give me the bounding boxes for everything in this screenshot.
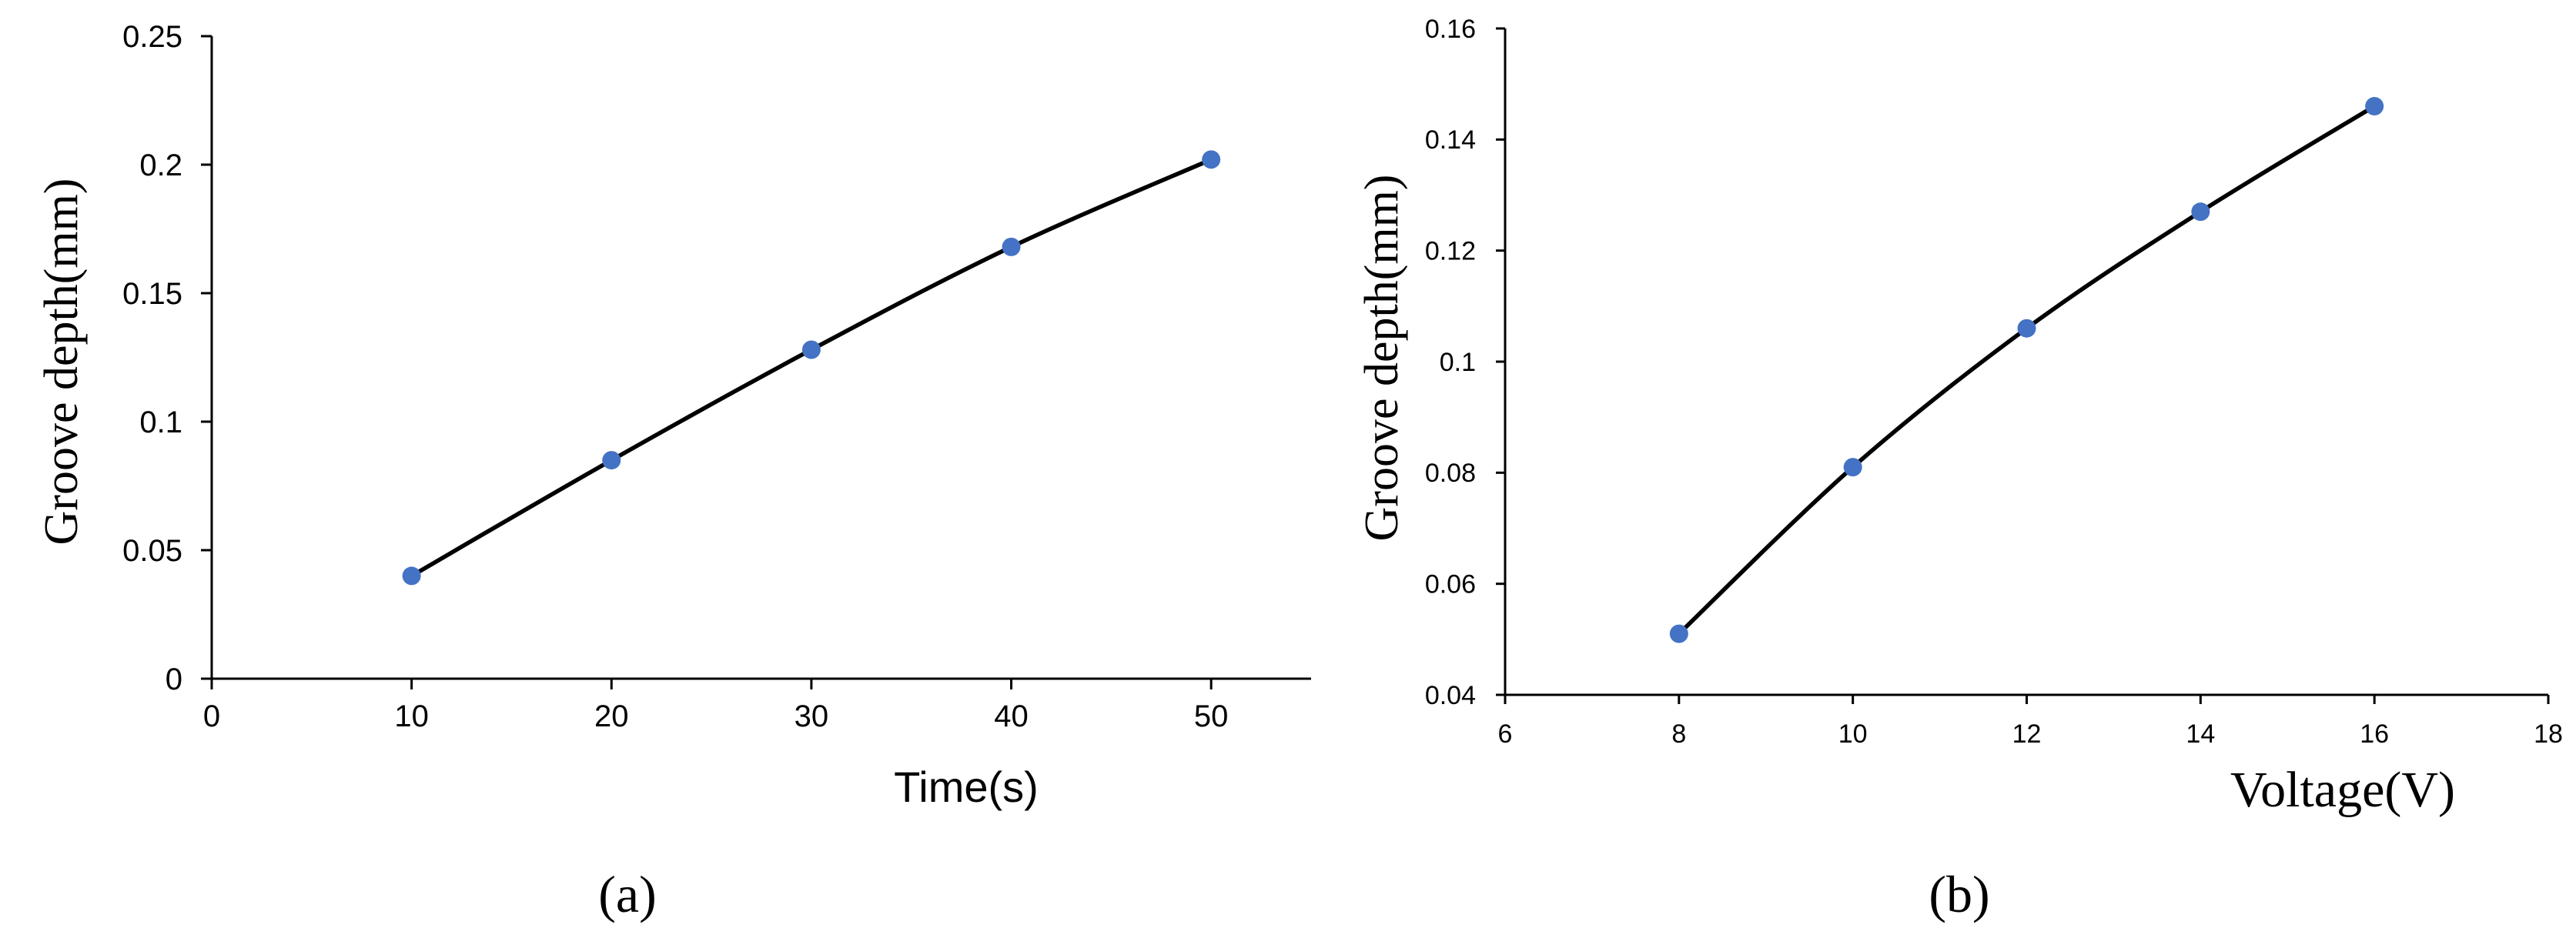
x-tick-label: 14 <box>2186 719 2215 749</box>
x-tick-label: 12 <box>2012 719 2042 749</box>
axes-time <box>210 36 1311 680</box>
y-tick-label: 0.2 <box>139 149 182 182</box>
y-tick-label: 0.06 <box>1425 570 1476 599</box>
y-tick-label: 0.04 <box>1425 681 1476 710</box>
x-tick-label: 0 <box>203 699 220 733</box>
y-ticks-time: 0 0.05 0.1 0.15 0.2 0.25 <box>122 20 212 696</box>
data-point <box>2017 319 2036 338</box>
y-tick-label: 0.14 <box>1425 125 1476 155</box>
x-ticks-voltage: 6 8 10 12 14 16 18 <box>1498 695 2563 749</box>
series-markers-voltage <box>1669 97 2384 643</box>
y-tick-label: 0.15 <box>122 277 182 311</box>
y-tick-label: 0.16 <box>1425 15 1476 44</box>
data-point <box>801 340 821 359</box>
y-tick-label: 0.1 <box>139 406 182 439</box>
panel-label-a: (a) <box>598 865 656 923</box>
y-axis-label-time: Groove depth(mm) <box>35 179 88 546</box>
y-tick-label: 0.1 <box>1440 348 1476 377</box>
panel-label-b: (b) <box>1929 865 1989 923</box>
y-tick-label: 0.05 <box>122 534 182 568</box>
data-point <box>1843 458 1862 477</box>
x-tick-label: 30 <box>795 699 829 733</box>
x-tick-label: 8 <box>1671 719 1686 749</box>
data-point <box>602 451 621 470</box>
x-axis-label-voltage: Voltage(V) <box>2230 762 2455 818</box>
series-line-voltage <box>1677 104 2377 636</box>
y-axis-label-voltage: Groove depth(mm) <box>1356 175 1408 542</box>
data-point <box>1002 237 1021 256</box>
y-tick-label: 0 <box>166 663 182 696</box>
data-point <box>2191 202 2210 222</box>
y-tick-label: 0.12 <box>1425 237 1476 266</box>
chart-voltage: 0.04 0.06 0.08 0.1 0.12 0.14 0.16 6 8 10 12 14 16 18… <box>1356 15 2563 923</box>
data-point <box>1669 624 1688 643</box>
x-tick-label: 18 <box>2534 719 2563 749</box>
x-tick-label: 20 <box>594 699 629 733</box>
y-tick-label: 0.25 <box>122 20 182 54</box>
x-tick-label: 16 <box>2360 719 2389 749</box>
x-tick-label: 40 <box>994 699 1029 733</box>
data-point <box>402 566 421 586</box>
y-tick-label: 0.08 <box>1425 459 1476 488</box>
series-markers-time <box>402 150 1221 586</box>
x-ticks-time: 0 10 20 30 40 50 <box>203 679 1229 733</box>
x-tick-label: 50 <box>1194 699 1229 733</box>
x-tick-label: 10 <box>394 699 429 733</box>
axes-voltage <box>1504 28 2548 696</box>
data-point <box>2365 97 2384 116</box>
data-point <box>1202 150 1221 169</box>
chart-time: 00.050.10.150.20.25 0 10 20 30 40 50 Time(s) … <box>35 20 1311 923</box>
x-tick-label: 6 <box>1498 719 1513 749</box>
x-tick-label: 10 <box>1838 719 1868 749</box>
x-axis-label-time: Time(s) <box>894 763 1039 811</box>
y-ticks-voltage: 0.04 0.06 0.08 0.1 0.12 0.14 0.16 <box>1425 15 1505 710</box>
series-line-time <box>409 157 1213 579</box>
